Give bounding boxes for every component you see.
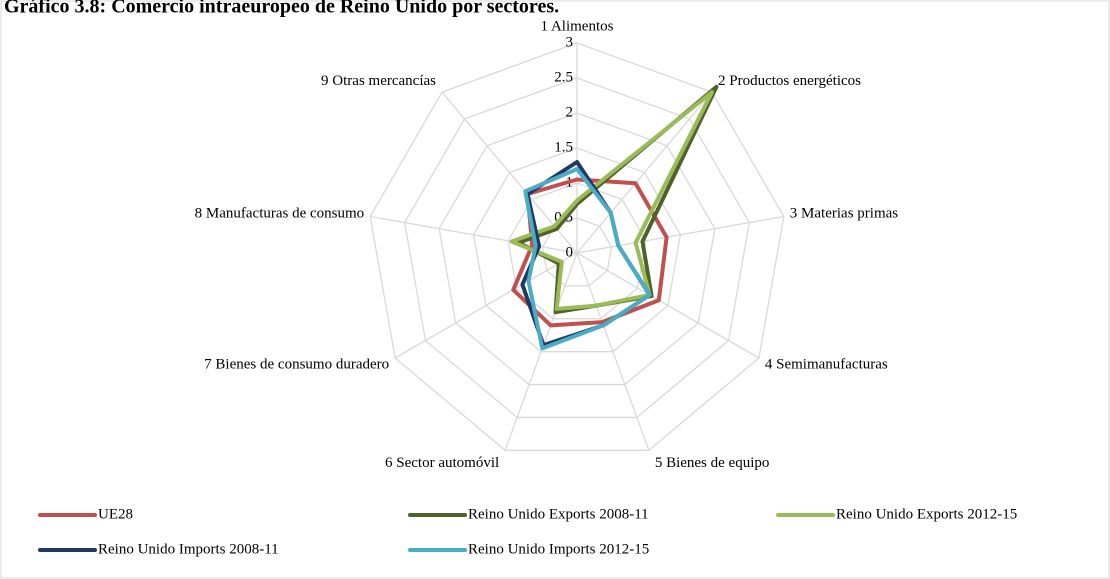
legend-label: UE28 bbox=[98, 506, 133, 522]
r-tick-label: 2.5 bbox=[554, 69, 573, 85]
chart-title: Gráfico 3.8: Comercio intraeuropeo de Re… bbox=[4, 0, 559, 18]
category-label: 4 Semimanufacturas bbox=[765, 356, 888, 372]
category-label: 2 Productos energéticos bbox=[718, 73, 861, 89]
spoke bbox=[576, 252, 760, 359]
legend-label: Reino Unido Exports 2012-15 bbox=[836, 506, 1017, 522]
spoke bbox=[576, 252, 650, 451]
legend-item: Reino Unido Imports 2012-15 bbox=[408, 541, 649, 557]
category-label: 3 Materias primas bbox=[790, 206, 898, 222]
category-label: 1 Alimentos bbox=[541, 18, 614, 34]
grid-ring bbox=[541, 217, 613, 287]
spoke bbox=[370, 215, 578, 254]
series-line bbox=[523, 167, 652, 351]
legend-label: Reino Unido Exports 2008-11 bbox=[468, 506, 649, 522]
legend-item: Reino Unido Imports 2008-11 bbox=[38, 541, 279, 557]
r-tick-label: 0 bbox=[566, 244, 574, 260]
legend-item: Reino Unido Exports 2012-15 bbox=[776, 506, 1017, 522]
r-tick-label: 1.5 bbox=[554, 139, 573, 155]
category-label: 5 Bienes de equipo bbox=[655, 455, 770, 471]
category-label: 8 Manufacturas de consumo bbox=[195, 206, 365, 222]
legend-label: Reino Unido Imports 2012-15 bbox=[468, 541, 649, 557]
r-tick-label: 2 bbox=[566, 104, 574, 120]
spoke bbox=[504, 252, 578, 451]
grid-ring bbox=[438, 112, 716, 386]
spoke bbox=[576, 215, 784, 254]
series-line bbox=[509, 90, 714, 311]
series-line bbox=[516, 84, 719, 315]
category-label: 7 Bienes de consumo duradero bbox=[204, 356, 389, 372]
legend-item: UE28 bbox=[38, 506, 133, 522]
r-tick-label: 3 bbox=[566, 34, 574, 50]
category-label: 9 Otras mercancías bbox=[321, 73, 436, 89]
grid-ring bbox=[507, 182, 647, 320]
spoke bbox=[394, 252, 578, 359]
grid-ring bbox=[369, 42, 785, 451]
grid-ring bbox=[403, 77, 751, 419]
legend-item: Reino Unido Exports 2008-11 bbox=[408, 506, 649, 522]
category-label: 6 Sector automóvil bbox=[385, 455, 499, 471]
spoke bbox=[576, 91, 713, 254]
legend-label: Reino Unido Imports 2008-11 bbox=[98, 541, 279, 557]
